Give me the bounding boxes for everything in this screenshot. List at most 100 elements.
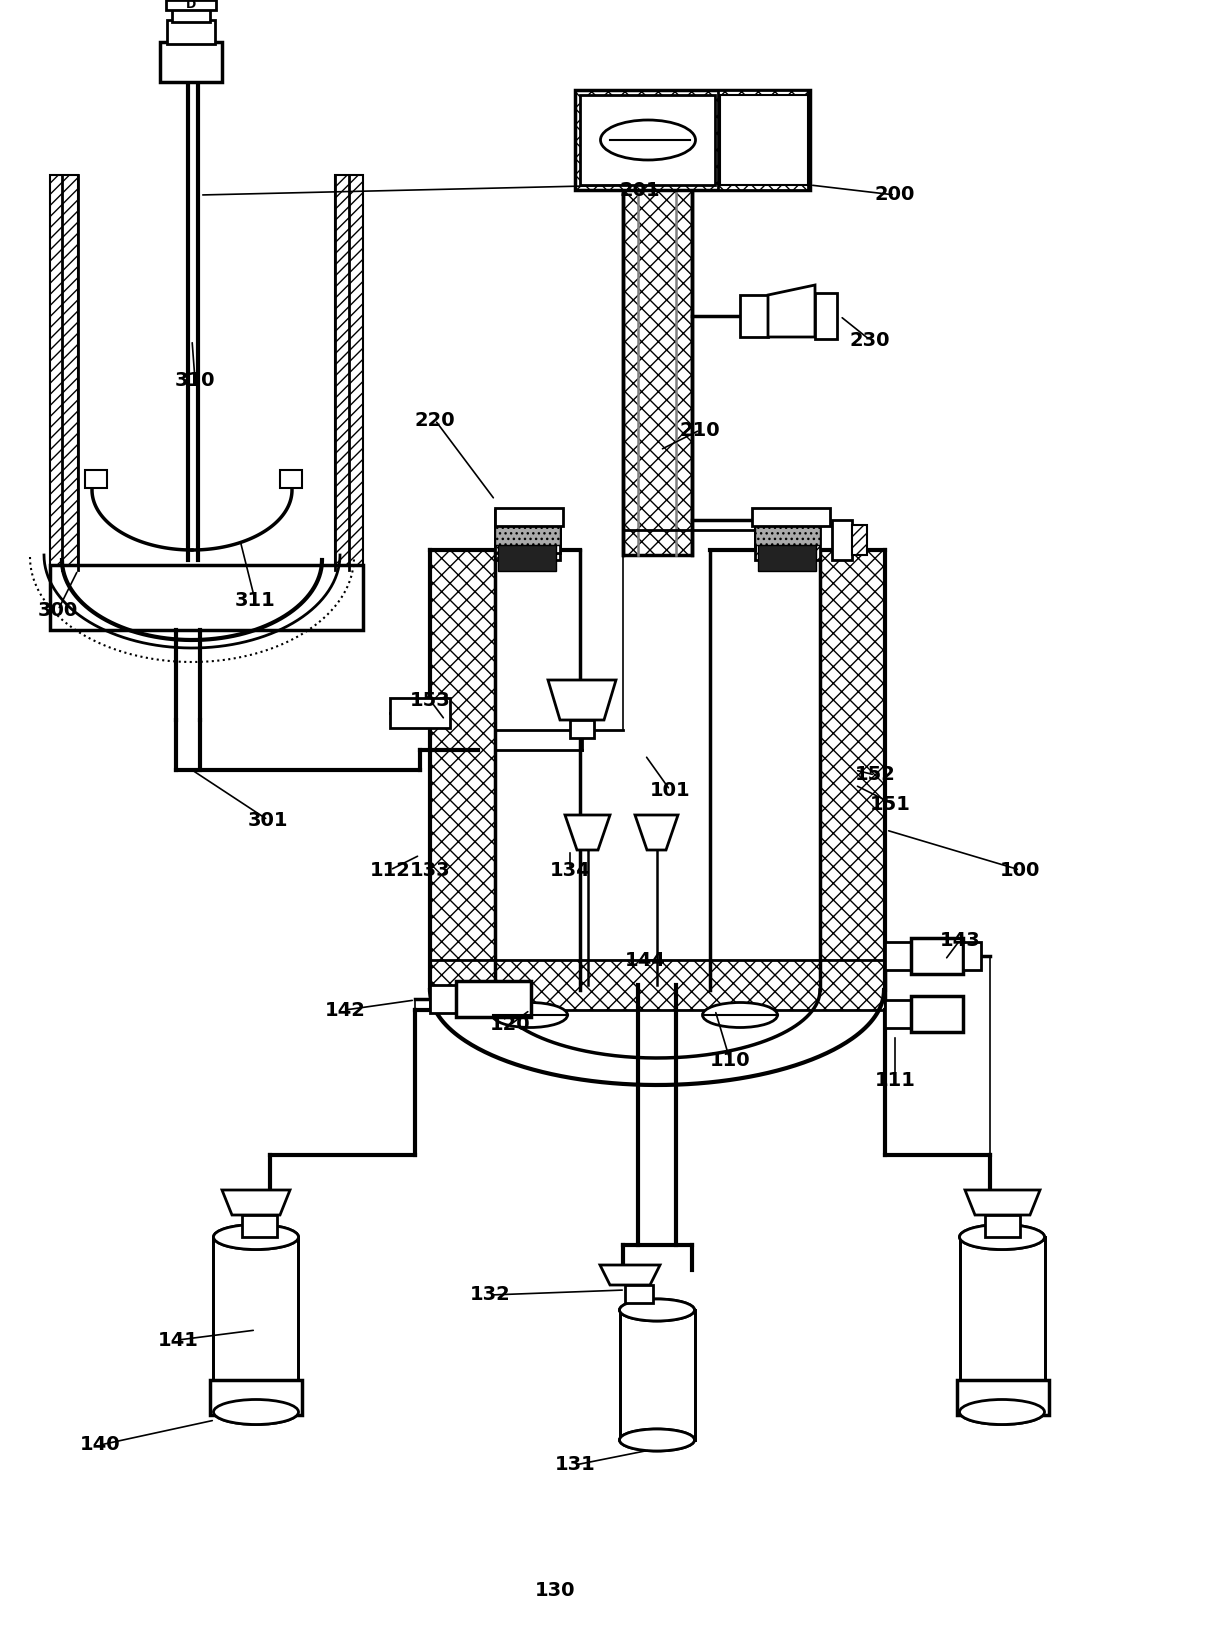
Bar xyxy=(84,469,107,487)
Bar xyxy=(885,942,911,970)
Text: 132: 132 xyxy=(469,1286,510,1304)
Bar xyxy=(815,293,837,339)
Text: 300: 300 xyxy=(37,600,78,619)
Bar xyxy=(740,295,768,337)
Bar xyxy=(494,515,560,544)
Ellipse shape xyxy=(601,121,696,160)
Text: 111: 111 xyxy=(874,1071,915,1089)
Bar xyxy=(960,1237,1046,1412)
Bar xyxy=(620,1311,695,1439)
Text: D: D xyxy=(186,0,197,11)
Polygon shape xyxy=(564,815,610,849)
Text: 200: 200 xyxy=(874,186,915,204)
Bar xyxy=(718,90,808,191)
Polygon shape xyxy=(601,1265,660,1284)
Ellipse shape xyxy=(960,1224,1044,1250)
Text: 141: 141 xyxy=(158,1330,199,1350)
Bar xyxy=(431,985,456,1012)
Text: 140: 140 xyxy=(80,1436,121,1454)
Bar xyxy=(755,510,820,561)
Polygon shape xyxy=(620,1311,695,1439)
Bar xyxy=(985,1214,1020,1237)
Bar xyxy=(624,99,692,554)
Ellipse shape xyxy=(620,1299,695,1320)
Text: 220: 220 xyxy=(415,411,456,429)
Bar xyxy=(851,525,867,554)
Text: 101: 101 xyxy=(650,781,690,799)
Bar xyxy=(832,520,851,561)
Ellipse shape xyxy=(960,1400,1044,1425)
Bar xyxy=(280,469,302,487)
Text: 201: 201 xyxy=(620,181,661,199)
Bar xyxy=(335,174,363,575)
Text: 142: 142 xyxy=(324,1001,365,1019)
Ellipse shape xyxy=(213,1400,299,1425)
Polygon shape xyxy=(213,1237,298,1412)
Ellipse shape xyxy=(703,1002,778,1027)
Ellipse shape xyxy=(960,1224,1044,1250)
Text: 134: 134 xyxy=(550,861,591,880)
Ellipse shape xyxy=(492,1002,568,1027)
Bar xyxy=(885,999,911,1029)
Text: 151: 151 xyxy=(870,795,911,815)
Bar xyxy=(498,543,556,570)
Ellipse shape xyxy=(620,1430,695,1451)
Text: 120: 120 xyxy=(490,1015,531,1035)
Bar xyxy=(160,42,222,82)
Bar xyxy=(431,960,885,1011)
Text: 153: 153 xyxy=(410,691,450,709)
Bar xyxy=(172,8,210,21)
Bar xyxy=(755,515,820,544)
Bar xyxy=(720,95,808,184)
Bar xyxy=(570,720,595,738)
Text: 133: 133 xyxy=(410,861,450,880)
Ellipse shape xyxy=(960,1400,1044,1425)
Text: 144: 144 xyxy=(625,950,666,970)
Bar xyxy=(575,90,810,191)
Ellipse shape xyxy=(213,1400,299,1425)
Ellipse shape xyxy=(620,1299,695,1320)
Bar xyxy=(242,1214,277,1237)
Bar xyxy=(820,549,885,989)
Bar xyxy=(213,1237,298,1412)
Polygon shape xyxy=(636,815,678,849)
Bar xyxy=(166,20,215,44)
Text: 100: 100 xyxy=(1000,861,1041,880)
Bar xyxy=(49,566,363,631)
Text: 112: 112 xyxy=(369,861,410,880)
Text: 310: 310 xyxy=(175,370,215,390)
Bar xyxy=(964,942,980,970)
Bar xyxy=(958,1381,1049,1415)
Polygon shape xyxy=(222,1190,289,1214)
Text: 110: 110 xyxy=(709,1050,750,1069)
Bar xyxy=(210,1381,302,1415)
Ellipse shape xyxy=(213,1224,299,1250)
Bar xyxy=(166,0,216,10)
Text: 131: 131 xyxy=(555,1456,596,1475)
Bar xyxy=(580,95,715,184)
Bar xyxy=(759,543,816,570)
Bar xyxy=(390,698,450,729)
Bar xyxy=(49,174,78,575)
Bar xyxy=(494,509,563,526)
Ellipse shape xyxy=(620,1430,695,1451)
Bar xyxy=(911,937,964,975)
Text: 301: 301 xyxy=(247,810,288,830)
Text: 152: 152 xyxy=(855,766,895,784)
Text: 230: 230 xyxy=(850,331,890,349)
Bar xyxy=(456,981,531,1017)
Text: 311: 311 xyxy=(235,590,275,610)
Bar xyxy=(431,549,494,989)
Bar xyxy=(625,1284,652,1302)
Text: 130: 130 xyxy=(534,1581,575,1599)
Polygon shape xyxy=(548,680,616,720)
Ellipse shape xyxy=(213,1224,299,1250)
Polygon shape xyxy=(965,1190,1040,1214)
Bar xyxy=(494,525,560,553)
Polygon shape xyxy=(960,1237,1046,1412)
Bar xyxy=(494,510,560,561)
Bar xyxy=(911,996,964,1032)
Polygon shape xyxy=(768,285,815,337)
Text: 143: 143 xyxy=(939,931,980,950)
Bar xyxy=(753,509,830,526)
